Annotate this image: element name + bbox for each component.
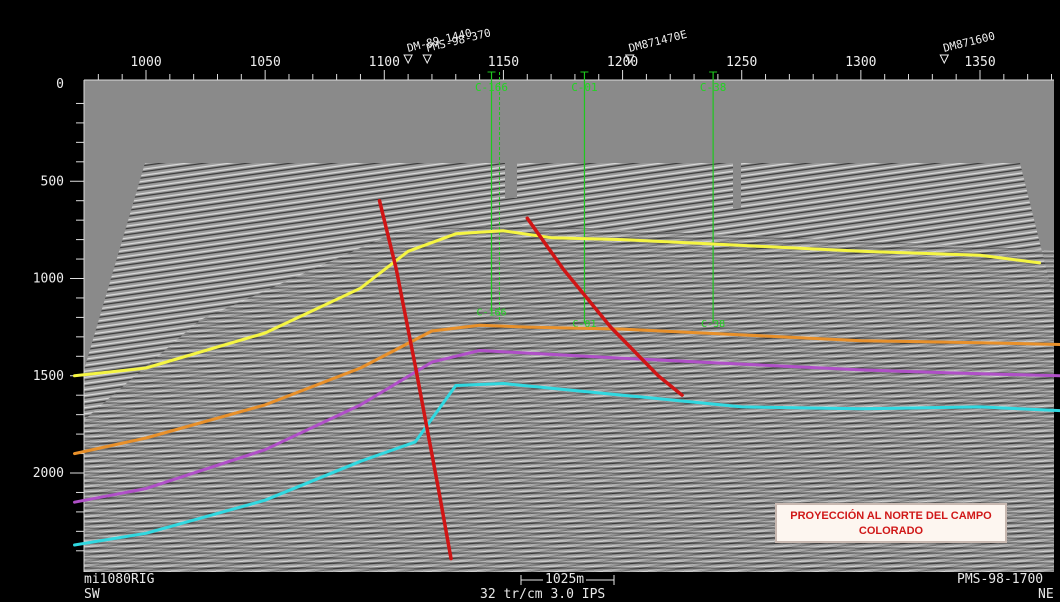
x-tick-label: 1250 bbox=[726, 55, 757, 70]
well-label-bottom: C-166 bbox=[476, 308, 506, 319]
line-name-label: mi1080RIG bbox=[84, 572, 155, 587]
data-gap-2 bbox=[733, 163, 741, 208]
scale-bar-label: 1025m bbox=[543, 572, 587, 587]
horizon-line-1 bbox=[73, 229, 1042, 378]
x-tick-label: 1100 bbox=[369, 55, 400, 70]
well-marker-triangle bbox=[939, 54, 950, 65]
horizon-line-4 bbox=[73, 382, 1060, 547]
horizon-line-3 bbox=[73, 349, 1060, 504]
well-label-top: C-166 bbox=[475, 81, 508, 94]
line-end-label: PMS-98-1700 bbox=[957, 572, 1044, 587]
horizon-line-2 bbox=[73, 323, 1060, 456]
well-label-top: C-01 bbox=[571, 81, 598, 94]
data-gap-1 bbox=[505, 163, 517, 198]
x-tick-label: 1000 bbox=[130, 55, 161, 70]
y-tick-label: 1000 bbox=[33, 272, 64, 287]
display-parameters-label: 32 tr/cm 3.0 IPS bbox=[480, 587, 606, 602]
seismic-data-lower bbox=[84, 225, 1054, 572]
well-label-bottom: C-01 bbox=[572, 319, 596, 330]
well-label-top: C-38 bbox=[700, 81, 727, 94]
x-tick-label: 1300 bbox=[845, 55, 876, 70]
well-marker-label: DM871600 bbox=[942, 29, 997, 54]
y-tick-label: 2000 bbox=[33, 466, 64, 481]
x-tick-label: 1150 bbox=[488, 55, 519, 70]
x-tick-label: 1350 bbox=[964, 55, 995, 70]
annotation-text: PROYECCIÓN AL NORTE DEL CAMPO COLORADO bbox=[790, 510, 992, 537]
y-tick-label: 500 bbox=[41, 174, 64, 189]
fault-line-2 bbox=[525, 216, 684, 397]
y-tick-label: 1500 bbox=[33, 369, 64, 384]
x-tick-label: 1200 bbox=[607, 55, 638, 70]
direction-sw-label: SW bbox=[84, 587, 100, 602]
well-marker-triangle bbox=[422, 54, 432, 65]
direction-ne-label: NE bbox=[1038, 587, 1054, 602]
y-tick-label: 0 bbox=[56, 77, 64, 92]
annotation-box: PROYECCIÓN AL NORTE DEL CAMPO COLORADO bbox=[775, 503, 1007, 543]
well-marker-label: DM871470E bbox=[627, 28, 688, 55]
well-marker-triangle bbox=[403, 54, 413, 65]
fault-line-1 bbox=[377, 198, 453, 561]
well-label-bottom: C-38 bbox=[701, 319, 725, 330]
well-marker-triangle bbox=[624, 54, 635, 65]
x-tick-label: 1050 bbox=[249, 55, 280, 70]
